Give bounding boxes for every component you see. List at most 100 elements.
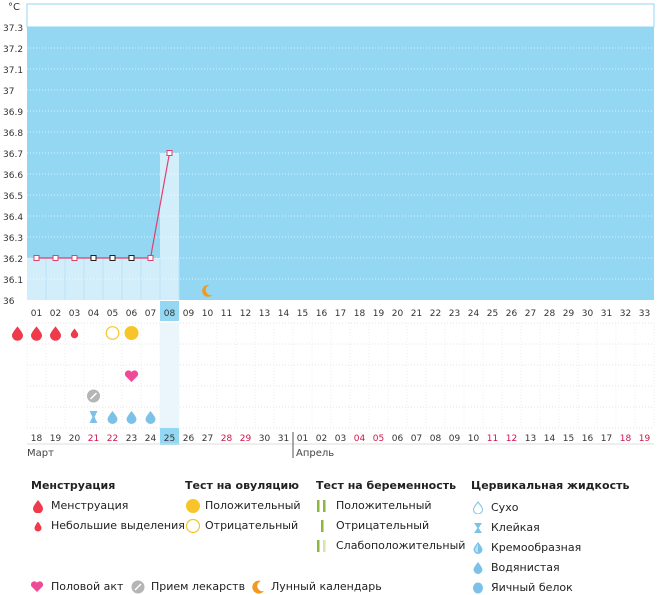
legend-cervical-title: Цервикальная жидкость	[471, 479, 630, 492]
plot-top-band	[26, 3, 655, 28]
temperature-point	[52, 255, 59, 261]
legend-spotting-label: Небольшие выделения	[51, 519, 185, 532]
y-tick-label: 37.3	[3, 24, 23, 34]
legend-sex-label: Половой акт	[51, 580, 124, 593]
month-label: Апрель	[296, 448, 334, 459]
calendar-date-label: 19	[639, 434, 651, 444]
cycle-day-label: 15	[297, 309, 308, 319]
legend-pregnancy-title: Тест на беременность	[316, 479, 457, 492]
calendar-date-label: 06	[392, 434, 404, 444]
cycle-day-label: 25	[487, 309, 498, 319]
sex-heart	[124, 370, 139, 382]
legend-moon-label: Лунный календарь	[271, 580, 382, 593]
watery-drop-icon	[473, 562, 483, 574]
legend-cervical-eggwhite-label: Яичный белок	[491, 581, 573, 594]
cycle-day-label: 13	[259, 309, 270, 319]
legend-ovulation-title: Тест на овуляцию	[185, 479, 299, 492]
plot-background	[27, 27, 654, 300]
cycle-day-label: 01	[31, 309, 42, 319]
y-tick-label: 37.1	[3, 66, 23, 76]
cycle-day-label: 11	[221, 309, 232, 319]
y-tick-label: 36.2	[3, 255, 23, 265]
cervical-watery	[145, 411, 156, 424]
cycle-day-label: 05	[107, 309, 118, 319]
cycle-day-label: 30	[582, 309, 594, 319]
temperature-point	[90, 255, 97, 261]
calendar-date-label: 19	[50, 434, 62, 444]
events-grid	[12, 322, 655, 429]
temperature-point	[109, 255, 116, 261]
calendar-date-label: 21	[88, 434, 99, 444]
moon-icon	[252, 580, 264, 594]
y-tick-label: 36.6	[3, 171, 23, 181]
ovulation-positive	[124, 326, 139, 340]
temperature-point	[166, 150, 173, 156]
cycle-day-label: 06	[126, 309, 138, 319]
legend-pregnancy-positive-label: Положительный	[336, 499, 432, 512]
cycle-day-label: 10	[202, 309, 214, 319]
calendar-date-label: 11	[487, 434, 498, 444]
current-day-column	[160, 323, 179, 428]
cycle-day-label: 04	[88, 309, 100, 319]
calendar-date-label: 18	[620, 434, 632, 444]
calendar-date-label: 04	[354, 434, 366, 444]
cycle-day-label: 18	[354, 309, 366, 319]
cycle-day-label: 22	[430, 309, 441, 319]
cycle-day-label: 09	[183, 309, 195, 319]
calendar-date-label: 31	[278, 434, 289, 444]
calendar-date-label: 12	[506, 434, 517, 444]
cycle-day-label: 16	[316, 309, 328, 319]
calendar-date-label: 30	[259, 434, 271, 444]
sticky-icon	[474, 523, 482, 533]
cervical-watery	[107, 411, 118, 424]
current-day-area	[160, 153, 179, 300]
dry-drop-icon	[472, 501, 484, 514]
calendar-date-label: 03	[335, 434, 346, 444]
cycle-day-label: 23	[449, 309, 460, 319]
cycle-day-label: 17	[335, 309, 346, 319]
temperature-plot-area	[26, 3, 655, 300]
cycle-chart: °C 37.3 37.2 37.1 37 36.9 36.8 36.7 36.6 36.5 36.4…	[3, 2, 655, 459]
calendar-date-label: 18	[31, 434, 43, 444]
ovulation-negative-icon	[185, 518, 201, 534]
temperature-point	[71, 255, 78, 261]
cycle-day-label: 12	[240, 309, 251, 319]
legend-medication-label: Прием лекарств	[151, 580, 246, 593]
legend-menstruation-label: Менструация	[51, 499, 129, 512]
y-tick-label: 36.1	[3, 276, 23, 286]
y-tick-label: 36.8	[3, 129, 23, 139]
y-tick-label: 36.5	[3, 192, 23, 202]
cervical-sticky	[89, 411, 98, 423]
egg-white-icon	[473, 582, 483, 594]
cycle-day-label: 03	[69, 309, 80, 319]
cycle-day-label: 26	[506, 309, 518, 319]
ovulation-positive-icon	[186, 499, 200, 513]
calendar-date-label: 20	[69, 434, 81, 444]
calendar-date-label: 07	[411, 434, 422, 444]
y-tick-label: 37	[3, 87, 14, 97]
legend-menstruation-title: Менструация	[31, 479, 116, 492]
calendar-date-label: 01	[297, 434, 308, 444]
calendar-date-label: 22	[107, 434, 118, 444]
temperature-series	[33, 150, 213, 297]
calendar-date-label: 09	[449, 434, 461, 444]
calendar-date-label: 14	[544, 434, 556, 444]
y-tick-label: 36.9	[3, 108, 23, 118]
pill-icon	[131, 580, 145, 594]
menstruation-drop	[12, 326, 23, 341]
cycle-day-label: 28	[544, 309, 556, 319]
calendar-date-label: 28	[221, 434, 233, 444]
legend-pregnancy-negative-label: Отрицательный	[336, 519, 430, 532]
cycle-day-label: 08	[164, 309, 176, 319]
legend-ovulation-positive-label: Положительный	[205, 499, 301, 512]
calendar-date-label: 02	[316, 434, 327, 444]
calendar-date-label: 27	[202, 434, 213, 444]
cycle-day-label: 29	[563, 309, 575, 319]
legend-pregnancy-weak-label: Слабоположительный	[336, 539, 466, 552]
cycle-day-axis: 01 02 03 04 05 06 07 08 09 10 11 12 13 14 15 16 17 18 19 20…	[31, 301, 650, 321]
calendar-date-label: 13	[525, 434, 536, 444]
y-tick-label: 37.2	[3, 45, 23, 55]
calendar-date-label: 05	[373, 434, 384, 444]
calendar-date-label: 08	[430, 434, 442, 444]
calendar-date-label: 16	[582, 434, 594, 444]
